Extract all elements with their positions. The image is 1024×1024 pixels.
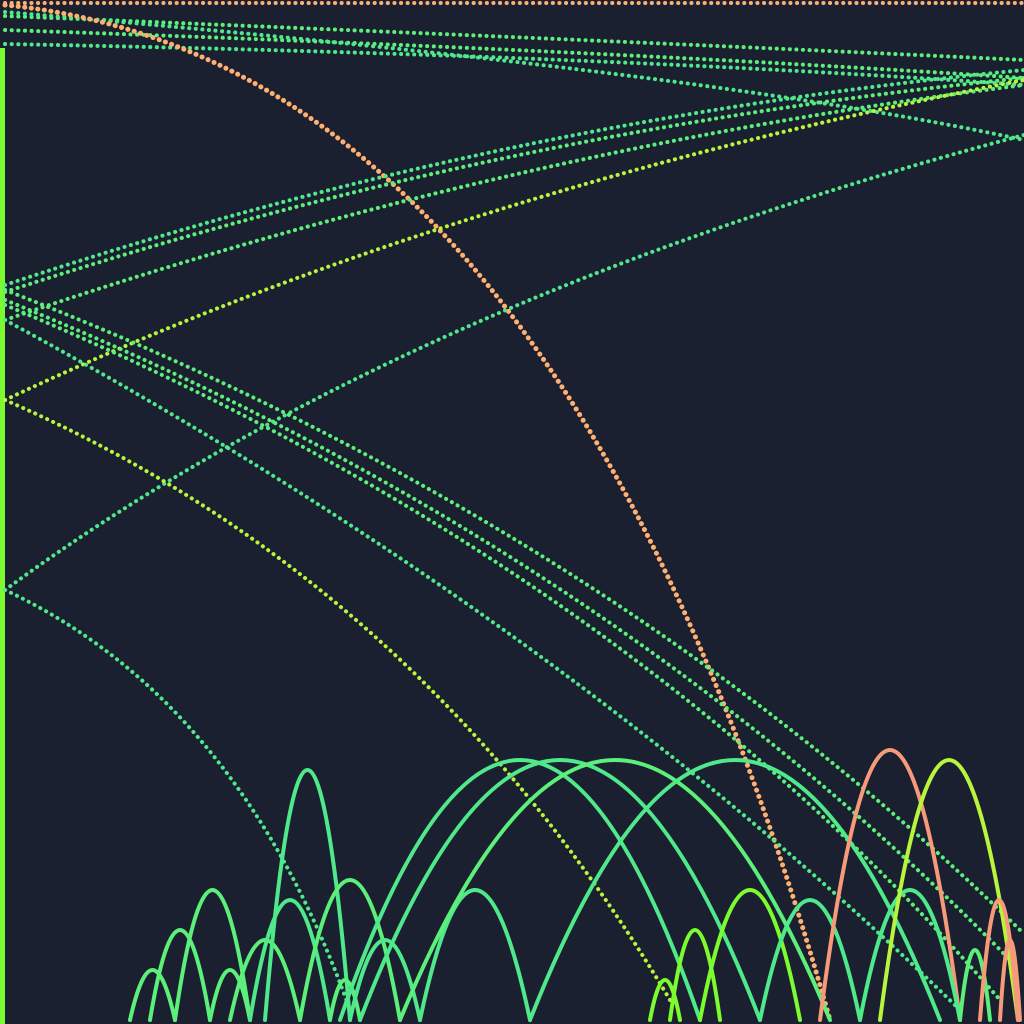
top-row-trajectory [3, 10, 1024, 142]
bounce-arc [263, 768, 352, 1022]
descending-trajectory [3, 288, 1022, 932]
bounce-arc [818, 748, 962, 1022]
bounce-arc [328, 978, 362, 1022]
top-row-trajectory [3, 42, 1024, 87]
bounce-arc [418, 888, 532, 1022]
bounce-arc [358, 758, 762, 1022]
bounce-arc [698, 888, 802, 1022]
descending-trajectory [3, 588, 352, 1012]
bounce-arc [958, 948, 992, 1022]
top-row-trajectory [3, 28, 1024, 80]
bounce-arc [128, 968, 177, 1022]
bounce-arc [978, 898, 1020, 1022]
rising-trajectory [3, 83, 1024, 322]
rising-trajectory [3, 68, 1024, 287]
bounce-arc [878, 758, 1020, 1022]
rising-trajectory [3, 78, 1024, 402]
bounce-arc [648, 978, 682, 1022]
bounce-arc [173, 888, 252, 1022]
bounce-arc [668, 928, 722, 1022]
bounce-arc [398, 758, 832, 1022]
top-row-trajectory [3, 14, 1024, 62]
rising-trajectory [3, 76, 1024, 294]
bounce-arc [998, 938, 1022, 1022]
bounce-arc [338, 758, 702, 1022]
bounce-arc [208, 968, 252, 1022]
bounce-arc [528, 758, 942, 1022]
falling-arc-trajectory [2, 2, 833, 1023]
bouncing-trajectories [128, 748, 1022, 1022]
bounce-arc [858, 888, 962, 1022]
descending-trajectory [3, 303, 1002, 1002]
bounce-arc [248, 898, 332, 1022]
descending-trajectory [3, 298, 1012, 962]
bounce-arc [348, 938, 422, 1022]
bounce-arc [148, 928, 212, 1022]
rising-trajectory [3, 133, 1024, 592]
left-edge-bar [0, 48, 5, 1024]
bounce-arc [758, 898, 862, 1022]
